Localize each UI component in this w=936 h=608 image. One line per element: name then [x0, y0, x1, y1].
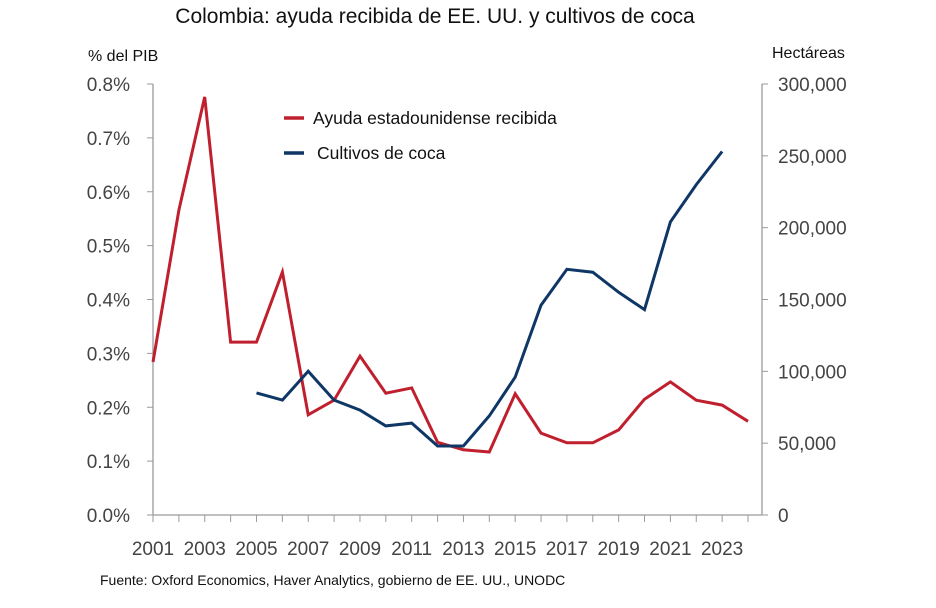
left-tick-label: 0.0% — [87, 506, 130, 527]
right-tick-label: 100,000 — [778, 362, 847, 383]
right-tick-label: 0 — [778, 506, 789, 527]
right-tick-label: 200,000 — [778, 219, 847, 240]
legend-label-1: Cultivos de coca — [317, 143, 446, 163]
legend-label-0: Ayuda estadounidense recibida — [313, 108, 557, 128]
left-tick-label: 0.1% — [87, 452, 130, 473]
right-axis-label: Hectáreas — [772, 45, 845, 62]
x-tick-label: 2013 — [442, 539, 484, 560]
left-tick-label: 0.8% — [87, 75, 130, 96]
x-tick-label: 2009 — [339, 539, 381, 560]
right-tick-label: 50,000 — [778, 434, 836, 455]
legend: Ayuda estadounidense recibida Cultivos de… — [284, 108, 557, 163]
source-note: Fuente: Oxford Economics, Haver Analytic… — [100, 572, 565, 588]
left-tick-label: 0.7% — [87, 129, 130, 150]
x-tick-label: 2001 — [132, 539, 174, 560]
x-tick-label: 2015 — [494, 539, 536, 560]
left-tick-label: 0.3% — [87, 344, 130, 365]
x-tick-label: 2023 — [701, 539, 743, 560]
right-tick-label: 300,000 — [778, 75, 847, 96]
right-tick-label: 250,000 — [778, 147, 847, 168]
left-tick-label: 0.2% — [87, 398, 130, 419]
x-tick-label: 2005 — [235, 539, 277, 560]
series-line-0 — [151, 96, 749, 454]
x-tick-label: 2019 — [598, 539, 640, 560]
left-tick-label: 0.4% — [87, 291, 130, 312]
x-tick-label: 2003 — [184, 539, 226, 560]
x-tick-label: 2017 — [546, 539, 588, 560]
series-line-1 — [256, 150, 724, 448]
x-tick-label: 2021 — [649, 539, 691, 560]
left-axis-label: % del PIB — [88, 48, 158, 65]
left-tick-label: 0.5% — [87, 237, 130, 258]
x-tick-label: 2007 — [287, 539, 329, 560]
left-tick-label: 0.6% — [87, 183, 130, 204]
chart-title: Colombia: ayuda recibida de EE. UU. y cu… — [175, 5, 695, 28]
right-tick-label: 150,000 — [778, 291, 847, 312]
x-tick-label: 2011 — [391, 539, 432, 560]
